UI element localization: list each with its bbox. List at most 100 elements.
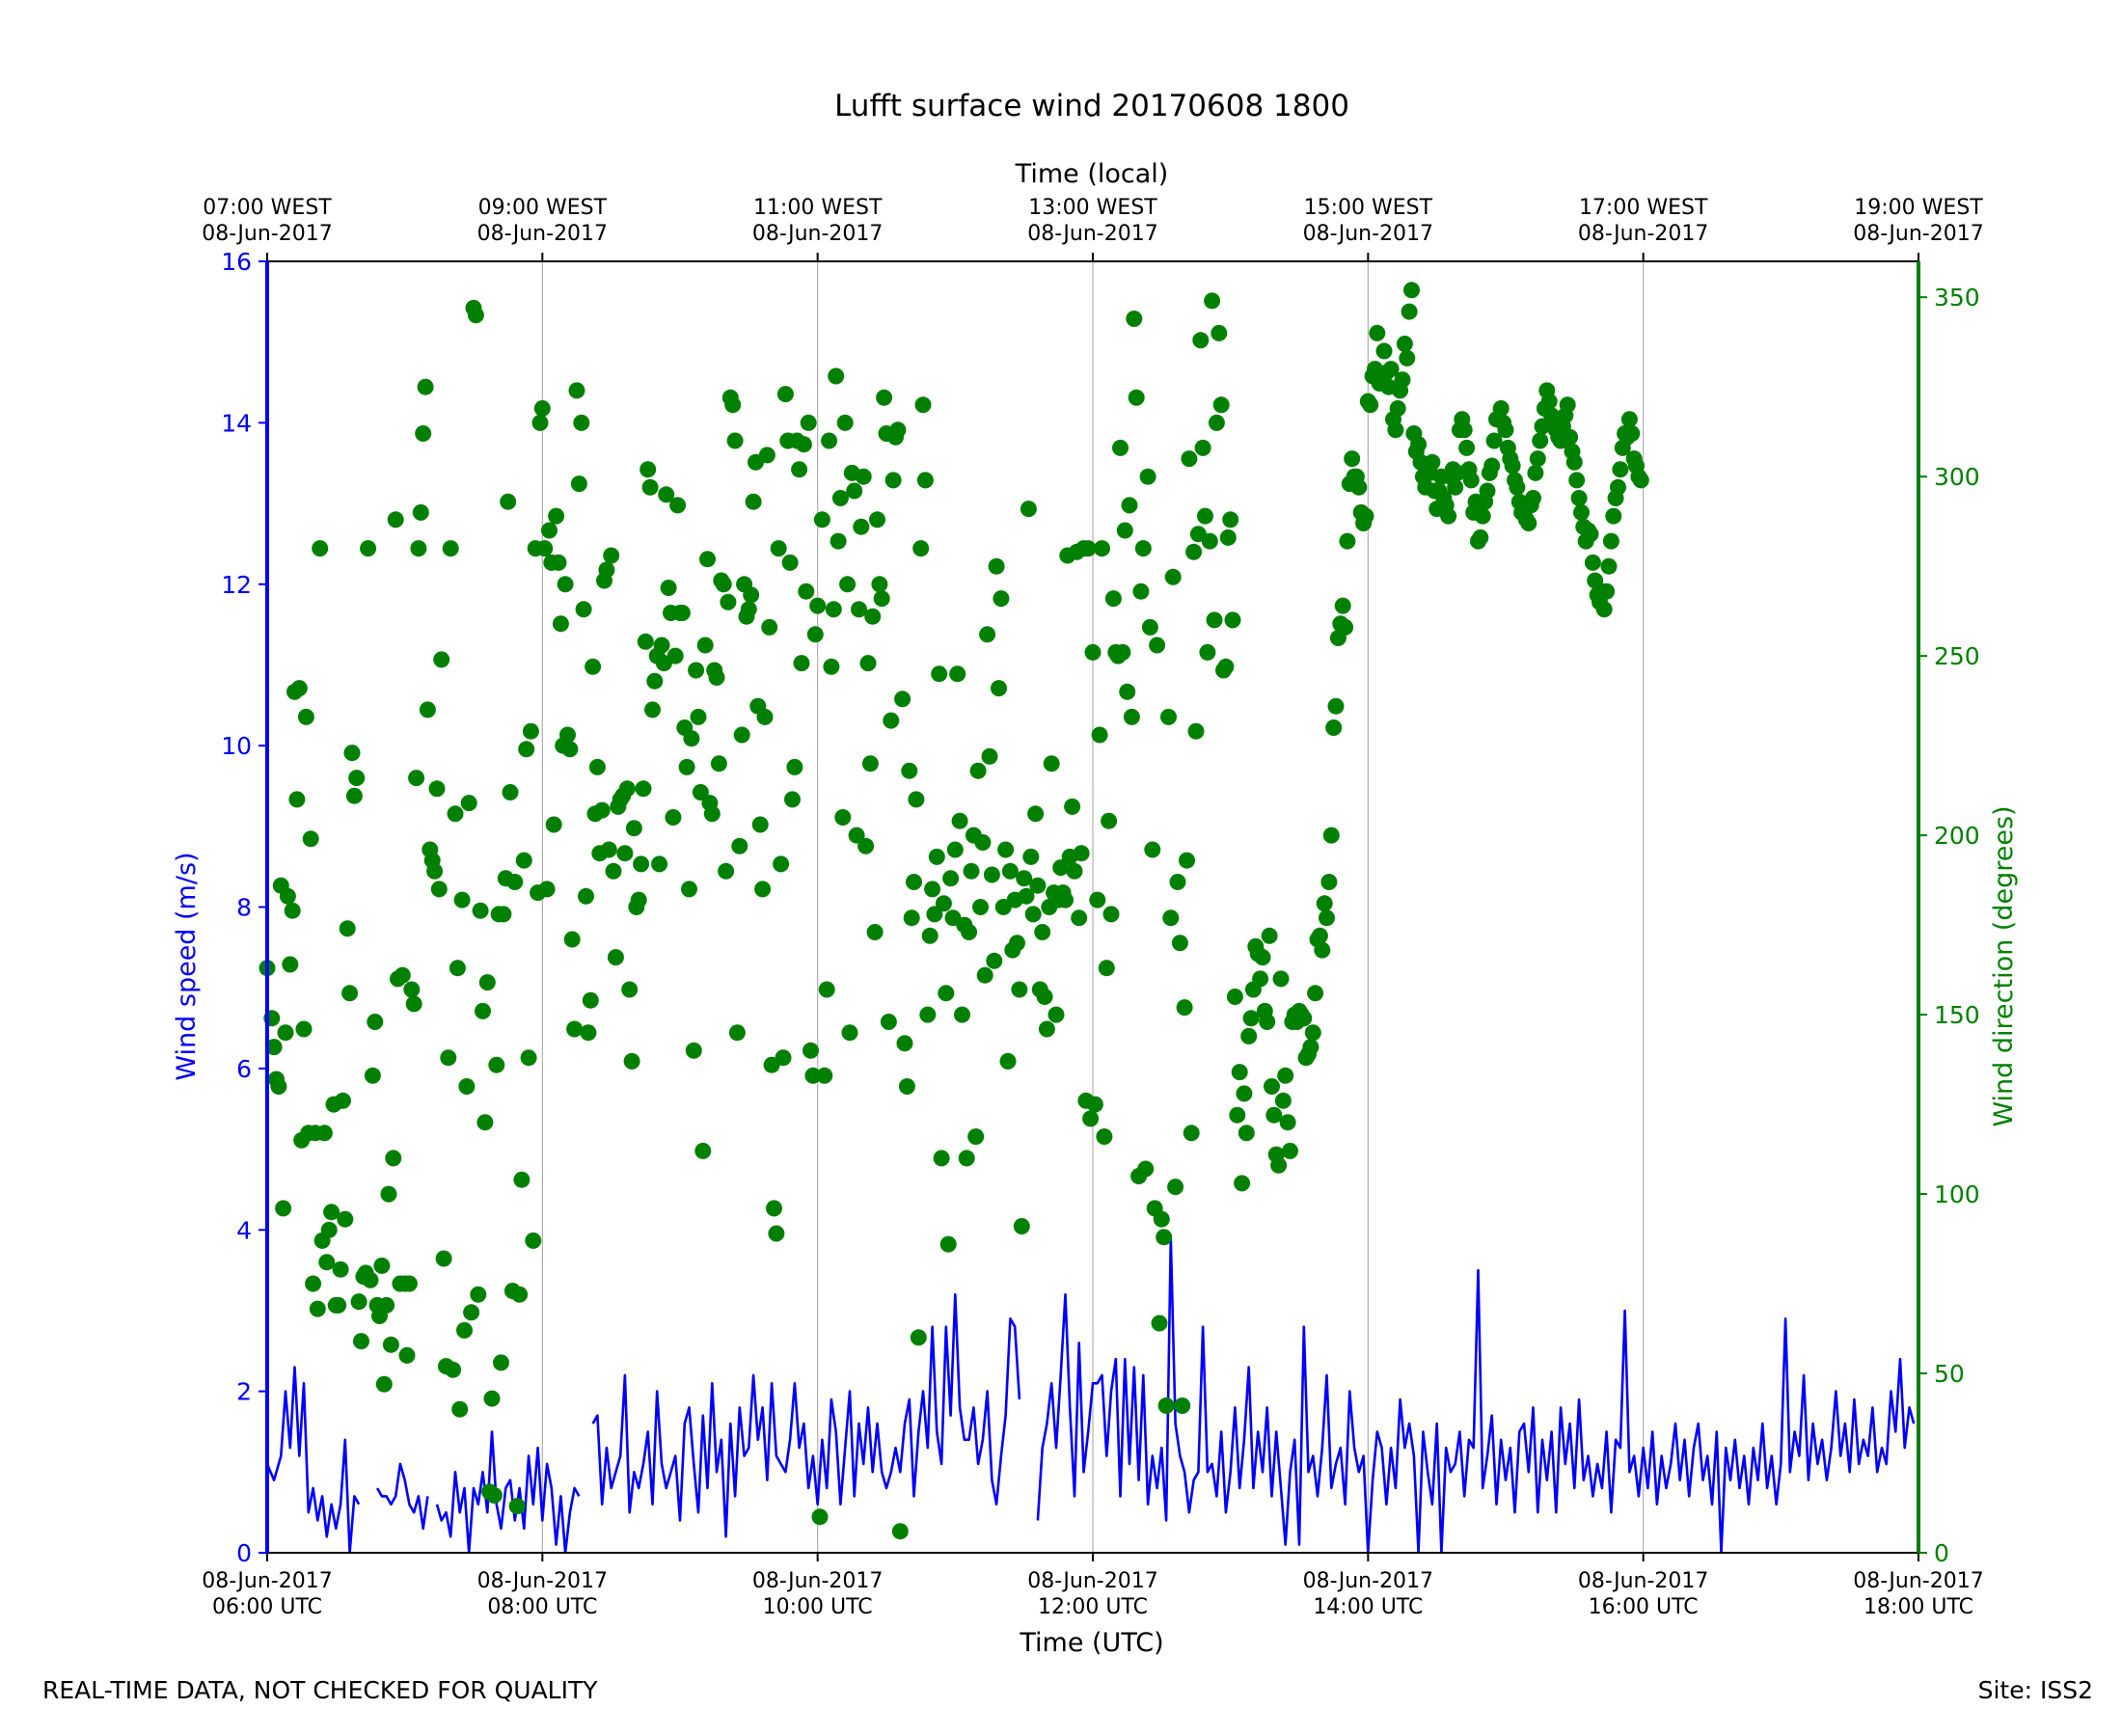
wind-direction-point xyxy=(1527,464,1544,481)
wind-direction-point xyxy=(901,762,918,779)
wind-direction-point xyxy=(910,1329,927,1346)
wind-direction-point xyxy=(1632,472,1649,489)
wind-direction-point xyxy=(809,597,827,614)
wind-direction-point xyxy=(1620,411,1638,428)
wind-direction-point xyxy=(621,981,639,998)
wind-direction-point xyxy=(1013,1218,1030,1234)
wind-direction-point xyxy=(1584,554,1601,571)
wind-direction-point xyxy=(282,956,299,973)
wind-direction-point xyxy=(598,561,615,579)
wind-direction-point xyxy=(1282,1142,1298,1159)
wind-direction-point xyxy=(1009,935,1025,952)
wind-direction-point xyxy=(1132,583,1150,600)
wind-direction-point xyxy=(1316,895,1333,912)
wind-direction-point xyxy=(339,920,356,937)
wind-direction-point xyxy=(483,1390,501,1407)
wind-direction-point xyxy=(690,708,707,725)
wind-direction-point xyxy=(869,511,885,529)
wind-direction-point xyxy=(593,801,611,819)
wind-direction-point xyxy=(449,960,466,977)
wind-direction-point xyxy=(1066,862,1083,880)
wind-direction-point xyxy=(926,906,943,923)
x2-tick-label: 08-Jun-2017 xyxy=(1578,222,1708,246)
wind-direction-point xyxy=(1570,490,1588,506)
wind-direction-point xyxy=(541,522,558,539)
wind-direction-point xyxy=(891,1523,909,1540)
x-tick-label: 18:00 UTC xyxy=(1864,1595,1973,1619)
wind-direction-point xyxy=(561,741,579,758)
wind-direction-point xyxy=(1126,311,1143,327)
wind-direction-point xyxy=(1254,949,1271,966)
wind-direction-point xyxy=(1605,507,1622,525)
wind-direction-point xyxy=(508,1498,526,1515)
wind-direction-point xyxy=(699,551,716,568)
wind-direction-point xyxy=(818,981,835,998)
wind-direction-point xyxy=(758,447,775,464)
wind-direction-point xyxy=(726,432,744,449)
wind-direction-point xyxy=(639,461,657,478)
wind-direction-point xyxy=(685,1042,702,1059)
y-tick-label: 0 xyxy=(236,1539,252,1567)
wind-direction-point xyxy=(1307,985,1324,1002)
wind-direction-point xyxy=(495,906,512,923)
wind-direction-point xyxy=(415,425,432,442)
wind-direction-point xyxy=(784,791,801,808)
wind-direction-point xyxy=(921,927,939,944)
wind-direction-point xyxy=(1440,507,1457,525)
wind-direction-point xyxy=(536,540,554,557)
wind-direction-point xyxy=(616,845,634,862)
wind-direction-point xyxy=(367,1014,384,1030)
wind-direction-point xyxy=(776,386,794,403)
wind-direction-point xyxy=(575,601,592,618)
top-axis-label: Time (local) xyxy=(1015,159,1169,189)
wind-direction-point xyxy=(400,1275,418,1292)
wind-direction-point xyxy=(653,637,670,654)
x-tick-label: 16:00 UTC xyxy=(1589,1595,1699,1619)
wind-direction-point xyxy=(1123,708,1140,725)
wind-direction-point xyxy=(986,952,1003,969)
wind-direction-point xyxy=(578,887,594,905)
wind-direction-point xyxy=(1261,927,1278,944)
wind-direction-point xyxy=(538,881,556,898)
wind-direction-point xyxy=(315,1125,333,1142)
wind-direction-point xyxy=(823,658,840,675)
wind-direction-point xyxy=(816,1067,833,1084)
wind-direction-point xyxy=(1396,336,1413,352)
wind-direction-point xyxy=(1018,887,1035,905)
wind-direction-point xyxy=(398,1346,416,1364)
wind-direction-point xyxy=(460,795,477,812)
wind-direction-point xyxy=(1479,482,1496,500)
y2-tick-label: 350 xyxy=(1934,284,1980,312)
wind-speed-line xyxy=(375,1462,429,1531)
wind-direction-point xyxy=(1144,841,1161,858)
wind-direction-point xyxy=(1497,421,1514,439)
wind-direction-point xyxy=(839,576,857,593)
wind-direction-point xyxy=(954,1006,970,1023)
wind-direction-point xyxy=(979,626,996,643)
wind-direction-point xyxy=(270,1078,287,1095)
wind-direction-point xyxy=(1043,755,1060,773)
wind-direction-point xyxy=(1134,540,1152,557)
wind-direction-point xyxy=(343,745,361,762)
wind-direction-point xyxy=(1001,862,1019,880)
wind-direction-point xyxy=(1483,457,1501,475)
wind-direction-point xyxy=(1137,1160,1155,1178)
wind-direction-point xyxy=(1034,924,1051,940)
wind-direction-point xyxy=(972,899,989,915)
y2-tick-label: 150 xyxy=(1934,1001,1980,1029)
wind-direction-point xyxy=(1181,450,1198,468)
wind-direction-point xyxy=(908,791,925,808)
wind-direction-point xyxy=(733,726,750,744)
wind-direction-point xyxy=(566,1020,584,1038)
wind-direction-point xyxy=(1279,1114,1296,1131)
wind-direction-point xyxy=(1101,812,1118,829)
wind-direction-point xyxy=(1375,342,1393,360)
wind-direction-point xyxy=(1401,303,1418,320)
wind-direction-point xyxy=(1509,478,1526,496)
y-tick-label: 6 xyxy=(236,1055,252,1083)
wind-direction-point xyxy=(683,730,700,747)
wind-direction-point xyxy=(1036,989,1053,1005)
wind-direction-point xyxy=(928,848,945,865)
wind-direction-point xyxy=(1187,722,1205,740)
wind-direction-point xyxy=(939,1235,957,1253)
